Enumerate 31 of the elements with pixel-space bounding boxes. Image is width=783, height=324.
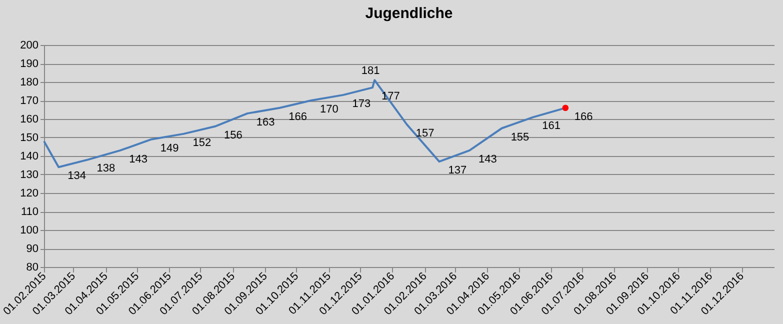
y-tick-label: 130 [20, 169, 38, 181]
y-tick-label: 110 [20, 206, 38, 218]
y-tick-label: 200 [20, 40, 38, 52]
y-tick-label: 100 [20, 224, 38, 236]
data-label: 181 [361, 65, 380, 78]
y-tick-label: 170 [20, 95, 38, 107]
chart-title: Jugendliche [365, 5, 453, 22]
data-label: 143 [478, 153, 497, 166]
y-tick-label: 180 [20, 76, 38, 88]
data-label: 157 [416, 128, 434, 140]
data-label: 149 [160, 142, 179, 154]
data-label: 161 [542, 120, 560, 132]
data-label: 138 [96, 162, 116, 175]
y-tick-label: 90 [26, 243, 38, 255]
data-label: 155 [510, 131, 530, 144]
y-tick-label: 190 [20, 58, 38, 70]
y-tick-label: 140 [20, 150, 38, 162]
data-label: 166 [574, 110, 593, 123]
data-label: 173 [352, 98, 371, 110]
data-label: 166 [288, 110, 308, 123]
data-label: 170 [320, 104, 338, 116]
y-tick-label: 120 [20, 188, 38, 200]
data-label: 152 [192, 136, 212, 149]
data-label: 156 [224, 129, 242, 142]
y-tick-label: 150 [20, 132, 38, 144]
data-label: 137 [448, 164, 467, 177]
y-tick-label: 80 [26, 262, 38, 274]
y-tick-label: 160 [20, 114, 38, 126]
data-label: 143 [129, 153, 148, 166]
data-label: 134 [68, 170, 86, 182]
data-label: 163 [256, 116, 275, 128]
